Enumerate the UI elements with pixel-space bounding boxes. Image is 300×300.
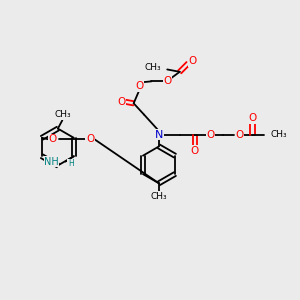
- Text: O: O: [235, 130, 243, 140]
- Text: H: H: [68, 160, 74, 169]
- Text: O: O: [163, 76, 171, 86]
- Text: O: O: [86, 134, 94, 144]
- Text: CH₃: CH₃: [151, 192, 167, 201]
- Text: CH₃: CH₃: [54, 110, 70, 119]
- Text: N: N: [155, 130, 163, 140]
- Text: O: O: [49, 134, 57, 144]
- Text: CH₃: CH₃: [145, 64, 161, 73]
- Text: O: O: [135, 81, 143, 91]
- Text: O: O: [206, 130, 215, 140]
- Text: O: O: [188, 56, 196, 66]
- Text: NH: NH: [44, 157, 59, 166]
- Text: O: O: [248, 113, 257, 123]
- Text: CH₃: CH₃: [270, 130, 287, 139]
- Text: O: O: [117, 97, 125, 107]
- Text: O: O: [190, 146, 199, 156]
